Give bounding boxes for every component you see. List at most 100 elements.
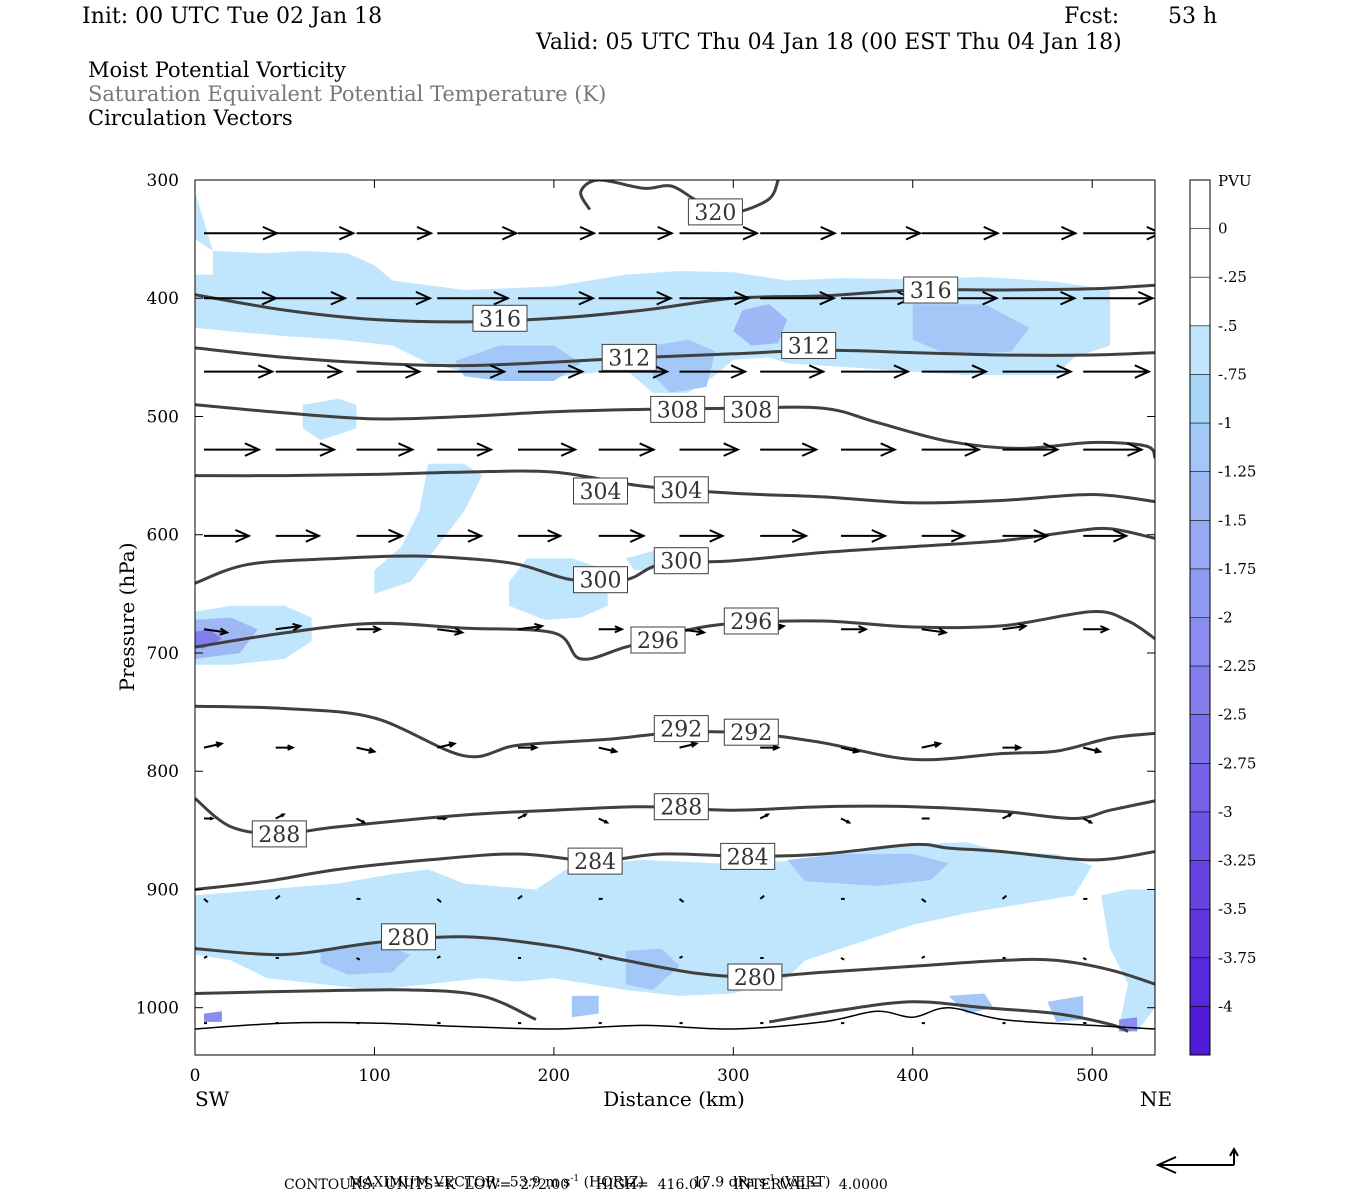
vector-r2-c11 (1083, 364, 1152, 379)
contour-label-300-1: 300 (653, 547, 709, 575)
contour-label-304-0: 304 (573, 477, 628, 505)
colorbar-label-6: -1.5 (1218, 511, 1247, 529)
colorbar-cell-5 (1190, 423, 1210, 473)
pv-area-4 (912, 304, 1030, 355)
contour-316-1 (195, 283, 1155, 324)
vector-r6-c11 (1082, 746, 1103, 754)
colorbar-cell-7 (1190, 520, 1210, 570)
colorbar-cell-0 (1190, 180, 1210, 230)
colorbar-title: PVU (1218, 172, 1252, 190)
contour-label-316-0: 316 (472, 304, 528, 332)
vector-r2-c0 (204, 364, 275, 379)
vector-r1-c10 (1002, 290, 1077, 306)
svg-text:304: 304 (580, 480, 622, 505)
y-tick-label-400: 400 (147, 289, 179, 309)
contour-276-11 (195, 988, 537, 1021)
vector-r1-c6 (679, 290, 752, 306)
colorbar-cell-8 (1190, 568, 1210, 618)
y-tick-label-500: 500 (147, 407, 179, 427)
svg-text:304: 304 (660, 479, 702, 504)
vector-r7-c5 (598, 817, 610, 824)
contour-label-316-1: 316 (903, 276, 959, 304)
colorbar-label-16: -4 (1218, 997, 1233, 1015)
vector-r2-c4 (518, 364, 585, 379)
vector-r5-c8 (841, 625, 869, 634)
y-tick-label-900: 900 (147, 880, 179, 900)
y-tick-label-700: 700 (147, 644, 179, 664)
vector-r1-c1 (275, 290, 348, 306)
vector-r3-c0 (204, 442, 262, 457)
contour-label-296-1: 296 (723, 607, 779, 635)
vector-r7-c4 (517, 813, 528, 820)
vector-r0-c7 (760, 225, 838, 241)
colorbar-label-2: -.5 (1218, 317, 1237, 335)
pv-colorbar: PVU 0 -.25 -.5 -.75 -1 -1.25 -1.5 -1.75 -2 -2.25 -2… (1189, 172, 1256, 1056)
vector-r4-c8 (841, 529, 888, 543)
svg-text:312: 312 (788, 335, 830, 360)
forecast-label: Fcst: (1064, 4, 1120, 29)
vector-r7-c7 (759, 813, 771, 820)
colorbar-cell-2 (1190, 277, 1210, 327)
colorbar-label-9: -2.25 (1218, 657, 1256, 675)
vert-exponent: -1 (766, 1174, 776, 1184)
vector-r2-c9 (921, 364, 989, 379)
pv-area-0 (195, 191, 1111, 393)
axes: 300 400 500 600 700 800 900 1000 0 100 200 300 400 50… (136, 171, 1155, 1086)
vector-r5-c4 (517, 622, 545, 632)
horiz-value: 53.9 m s (509, 1174, 571, 1191)
pv-area-20 (204, 1011, 222, 1022)
vector-r9-c9 (921, 955, 926, 959)
vector-r8-c6 (678, 898, 685, 903)
contour-label-280-1: 280 (727, 963, 783, 991)
contour-label-312-1: 312 (781, 332, 837, 360)
colorbar-label-8: -2 (1218, 609, 1233, 627)
x-end-label-ne: NE (1140, 1087, 1172, 1111)
vector-r0-c6 (679, 225, 760, 241)
contour-label-300-0: 300 (573, 566, 628, 594)
pv-area-2 (652, 339, 716, 393)
vector-r9-c8 (840, 957, 845, 961)
vector-r9-c5 (598, 957, 603, 961)
plot-frame (194, 179, 1156, 1056)
vector-r8-c0 (203, 898, 209, 903)
vector-r6-c1 (275, 744, 296, 751)
forecast-hour: 53 h (1168, 4, 1218, 29)
vector-r6-c3 (436, 741, 457, 749)
vector-r6-c6 (679, 741, 699, 749)
vector-r5-c0 (203, 627, 230, 636)
svg-text:300: 300 (660, 550, 702, 575)
contour-label-308-1: 308 (723, 395, 779, 423)
vector-r6-c8 (840, 746, 861, 754)
vector-r2-c6 (679, 364, 748, 379)
contour-labels: 320 316 316 312 312 308 308 304 304 300 300 296 296 2… (251, 198, 959, 991)
contour-label-280-0: 280 (381, 923, 436, 951)
field-title-theta-es: Saturation Equivalent Potential Temperat… (88, 82, 607, 106)
pv-area-15 (787, 854, 949, 886)
x-tick-label-100: 100 (358, 1066, 390, 1086)
svg-text:280: 280 (388, 926, 430, 951)
vector-r4-c3 (437, 529, 484, 543)
vector-r1-c3 (437, 290, 511, 306)
vector-r4-c11 (1083, 529, 1129, 543)
vector-r4-c5 (598, 528, 647, 543)
vert-value: 17.9 dPa s (692, 1174, 767, 1191)
horiz-exponent: -1 (570, 1174, 580, 1184)
pv-area-16 (1101, 889, 1155, 1032)
svg-text:308: 308 (730, 398, 772, 423)
colorbar-label-0: 0 (1218, 220, 1228, 238)
svg-text:292: 292 (730, 721, 772, 746)
max-vector-label: MAXIMUM VECTOR: (348, 1174, 501, 1191)
contour-label-292-1: 292 (723, 718, 779, 746)
vector-r6-c0 (203, 741, 225, 749)
vector-r5-c1 (275, 622, 303, 632)
vector-r6-c2 (356, 746, 377, 754)
contour-280-10 (195, 935, 1155, 986)
colorbar-cell-11 (1190, 714, 1210, 764)
colorbar-cell-15 (1190, 909, 1210, 959)
vector-r0-c4 (518, 225, 597, 241)
svg-text:312: 312 (608, 346, 650, 371)
vector-r0-c10 (1002, 225, 1078, 241)
vector-r8-c4 (517, 894, 523, 900)
colorbar-cell-1 (1190, 228, 1210, 278)
